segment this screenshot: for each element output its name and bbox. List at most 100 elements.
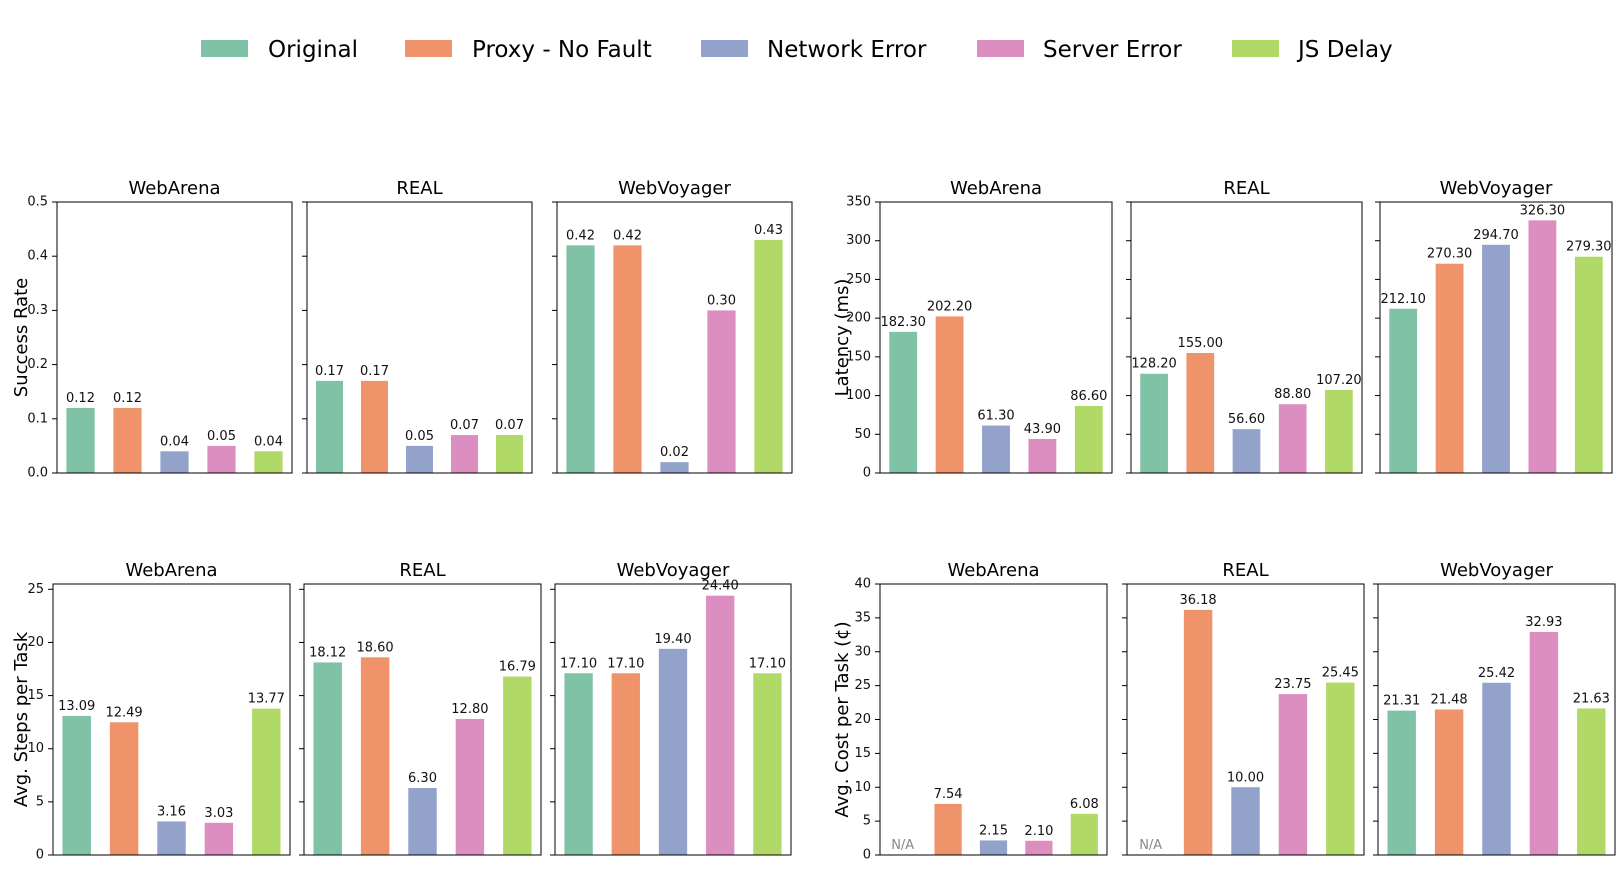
y-tick-label: 0.0 <box>27 466 48 481</box>
bar-proxy-no-fault <box>113 407 142 473</box>
bar-server-error <box>1025 840 1053 855</box>
bar-server-error <box>1528 220 1557 473</box>
bar-value-label: 326.30 <box>1520 203 1566 218</box>
y-tick-label: 150 <box>846 349 871 364</box>
bar-proxy-no-fault <box>934 803 962 855</box>
panel-frame <box>303 583 542 856</box>
bar-js-delay <box>753 673 782 855</box>
bar-original <box>1387 710 1416 855</box>
panel-frame <box>52 583 291 856</box>
bar-network-error <box>658 648 688 855</box>
y-tick-label: 0.4 <box>27 249 48 264</box>
bar-value-label: 182.30 <box>880 315 926 330</box>
bar-value-label: 88.80 <box>1274 387 1311 402</box>
bar-value-label: 0.43 <box>754 223 783 238</box>
bar-server-error <box>1028 439 1057 473</box>
bar-value-label: 2.15 <box>979 823 1008 838</box>
bar-value-label: 86.60 <box>1070 389 1107 404</box>
bar-server-error <box>455 718 485 855</box>
bar-server-error <box>204 822 234 855</box>
bar-value-label: 0.07 <box>495 418 524 433</box>
legend-label: JS Delay <box>1296 37 1393 63</box>
panel-frame <box>1126 583 1365 856</box>
panel-frame <box>556 201 793 474</box>
bar-proxy-no-fault <box>613 245 642 473</box>
legend-swatch <box>405 40 452 57</box>
bar-value-label: 6.08 <box>1070 797 1099 812</box>
legend-swatch <box>701 40 748 57</box>
y-axis-label: Avg. Cost per Task (¢) <box>832 621 853 817</box>
bar-network-error <box>406 445 433 473</box>
bar-value-label: 32.93 <box>1525 615 1562 630</box>
bar-value-label: 10.00 <box>1227 770 1264 785</box>
bar-server-error <box>706 595 735 855</box>
bar-proxy-no-fault <box>1434 709 1464 855</box>
y-tick-label: 0.3 <box>27 303 48 318</box>
bar-value-label: 6.30 <box>408 771 437 786</box>
y-tick-label: 40 <box>854 577 871 592</box>
bar-js-delay <box>1326 682 1355 855</box>
bar-js-delay <box>1074 405 1103 473</box>
panel-title: WebVoyager <box>1440 560 1553 581</box>
bar-value-label: 36.18 <box>1179 593 1216 608</box>
legend-swatch <box>1232 40 1279 57</box>
bar-js-delay <box>503 676 532 855</box>
bar-js-delay <box>1325 389 1353 473</box>
y-tick-label: 350 <box>846 195 871 210</box>
y-tick-label: 0 <box>863 466 871 481</box>
y-axis-label: Success Rate <box>11 278 32 397</box>
legend-label: Server Error <box>1043 37 1182 63</box>
bar-network-error <box>160 451 189 473</box>
bar-value-label: 0.07 <box>450 418 479 433</box>
panel-frame <box>1379 201 1613 474</box>
y-tick-label: 20 <box>27 635 44 650</box>
panel-title: REAL <box>396 178 442 199</box>
bar-value-label: 0.05 <box>207 429 236 444</box>
bar-network-error <box>1482 244 1510 473</box>
y-tick-label: 25 <box>27 582 44 597</box>
panel-title: WebVoyager <box>1440 178 1553 199</box>
bar-proxy-no-fault <box>1435 263 1464 473</box>
bar-value-label: 128.20 <box>1131 357 1177 372</box>
bar-value-label: 0.04 <box>160 434 189 449</box>
bar-js-delay <box>254 451 283 473</box>
y-axis-label: Avg. Steps per Task <box>11 631 32 807</box>
bar-value-label: 0.17 <box>360 364 389 379</box>
panel-frame <box>1377 583 1616 856</box>
bar-value-label: 155.00 <box>1178 336 1224 351</box>
y-tick-label: 250 <box>846 272 871 287</box>
bar-server-error <box>707 310 736 473</box>
y-axis-label: Latency (ms) <box>832 279 853 397</box>
panel-title: WebArena <box>128 178 220 199</box>
bar-original <box>564 673 593 855</box>
bar-js-delay <box>496 435 523 473</box>
y-tick-label: 0.5 <box>27 195 48 210</box>
panel-title: WebVoyager <box>617 560 730 581</box>
bar-network-error <box>660 462 689 473</box>
bar-network-error <box>982 425 1010 473</box>
bar-server-error <box>1278 404 1307 473</box>
bar-value-label: 43.90 <box>1024 422 1061 437</box>
bar-server-error <box>1278 694 1308 855</box>
bar-value-label: 0.17 <box>315 364 344 379</box>
panel-frame <box>56 201 293 474</box>
bar-value-label: 24.40 <box>702 579 739 594</box>
panel-frame <box>306 201 533 474</box>
bar-value-label: 270.30 <box>1427 247 1473 262</box>
y-tick-label: 100 <box>846 388 871 403</box>
y-tick-label: 0.2 <box>27 357 48 372</box>
bar-value-label: 23.75 <box>1274 677 1311 692</box>
bar-js-delay <box>1574 256 1603 473</box>
bar-js-delay <box>1070 813 1098 855</box>
bar-value-label: 17.10 <box>749 656 786 671</box>
legend-label: Network Error <box>767 37 927 63</box>
bar-value-label: 3.03 <box>204 806 233 821</box>
bar-original <box>1140 373 1168 473</box>
y-tick-label: 50 <box>854 427 871 442</box>
bar-js-delay <box>1577 708 1606 855</box>
bar-original <box>316 380 343 473</box>
y-tick-label: 20 <box>854 712 871 727</box>
panel-title: WebArena <box>125 560 217 581</box>
bar-value-label: 0.42 <box>613 228 642 243</box>
y-tick-label: 0.1 <box>27 411 48 426</box>
